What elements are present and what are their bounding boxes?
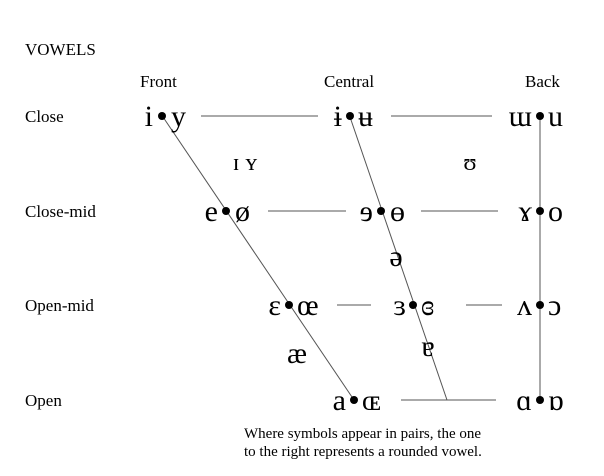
pair-dot [285,301,293,309]
vowel-symbol-rounded: y [171,100,186,133]
vowel-pair-openmid-central: ɜ ɞ [393,289,434,322]
row-label-close: Close [25,107,64,126]
vowel-pair-closemid-central: ɘ ɵ [360,195,405,228]
pair-dot [409,301,417,309]
pair-dot [536,301,544,309]
chart-title: VOWELS [25,40,96,59]
vowel-symbol-rounded: ɒ [548,384,564,417]
vowel-near-open-front: æ [287,337,307,370]
vowel-symbol-rounded: ʉ [358,100,373,133]
column-header-central: Central [324,72,374,91]
vowel-pair-open-front: a ɶ [333,384,381,417]
vowel-symbol-rounded: ɵ [390,195,405,228]
vowel-symbol-unrounded: ɨ [334,100,343,133]
footnote-line-1: Where symbols appear in pairs, the one [244,426,481,442]
pair-dot [350,396,358,404]
central-edge-line [349,116,448,401]
vowel-pair-closemid-front: e ø [205,195,250,228]
footnote-line-2: to the right represents a rounded vowel. [244,444,482,460]
front-edge-line [162,116,355,401]
vowel-pair-close-back: ɯ u [509,100,563,133]
vowel-pair-close-front: i y [145,100,186,133]
vowel-near-close-back: ʊ [463,150,476,176]
vowel-pair-close-central: ɨ ʉ [334,100,373,133]
vowel-trapezoid-lines [162,115,541,401]
vowel-symbol-rounded: u [548,100,563,133]
pair-dot [377,207,385,215]
vowel-mid-central: ə [389,240,402,273]
column-header-front: Front [140,72,177,91]
vowel-pair-closemid-back: ɤ o [519,195,563,228]
vowel-symbol-rounded: ɞ [421,289,434,322]
pair-dot [536,396,544,404]
vowel-symbol-unrounded: ɜ [393,289,406,322]
vowel-symbol-unrounded: ʌ [517,289,532,322]
vowel-symbol-unrounded: ɑ [516,384,532,417]
row-label-open: Open [25,391,62,410]
pair-dot [536,207,544,215]
vowel-symbol-unrounded: ɘ [360,195,373,228]
pair-dot [346,112,354,120]
vowel-symbol-unrounded: ɤ [519,195,533,228]
column-header-back: Back [525,72,560,91]
pair-dot [222,207,230,215]
vowel-pair-openmid-front: ɛ œ [268,289,318,322]
vowel-pair-openmid-back: ʌ ɔ [517,289,561,322]
vowel-symbol-unrounded: e [205,195,218,228]
vowel-pair-open-back: ɑ ɒ [516,384,563,417]
vowel-symbol-unrounded: i [145,100,153,133]
row-label-close-mid: Close-mid [25,202,96,221]
vowel-symbol-rounded: œ [297,289,319,322]
vowel-symbol-unrounded: a [333,384,346,417]
vowel-symbol-unrounded: ɯ [509,100,532,133]
vowel-symbol-rounded: ɶ [362,384,381,417]
vowel-symbol-rounded: ø [235,195,250,228]
vowel-symbol-rounded: o [548,195,563,228]
pair-dot [536,112,544,120]
vowel-symbol-unrounded: ɛ [268,289,281,322]
vowel-symbol-rounded: ɔ [548,289,561,322]
pair-dot [158,112,166,120]
vowel-near-close-front: ɪ ʏ [233,150,258,176]
vowel-near-open-central: ɐ [421,330,434,363]
row-label-open-mid: Open-mid [25,296,94,315]
